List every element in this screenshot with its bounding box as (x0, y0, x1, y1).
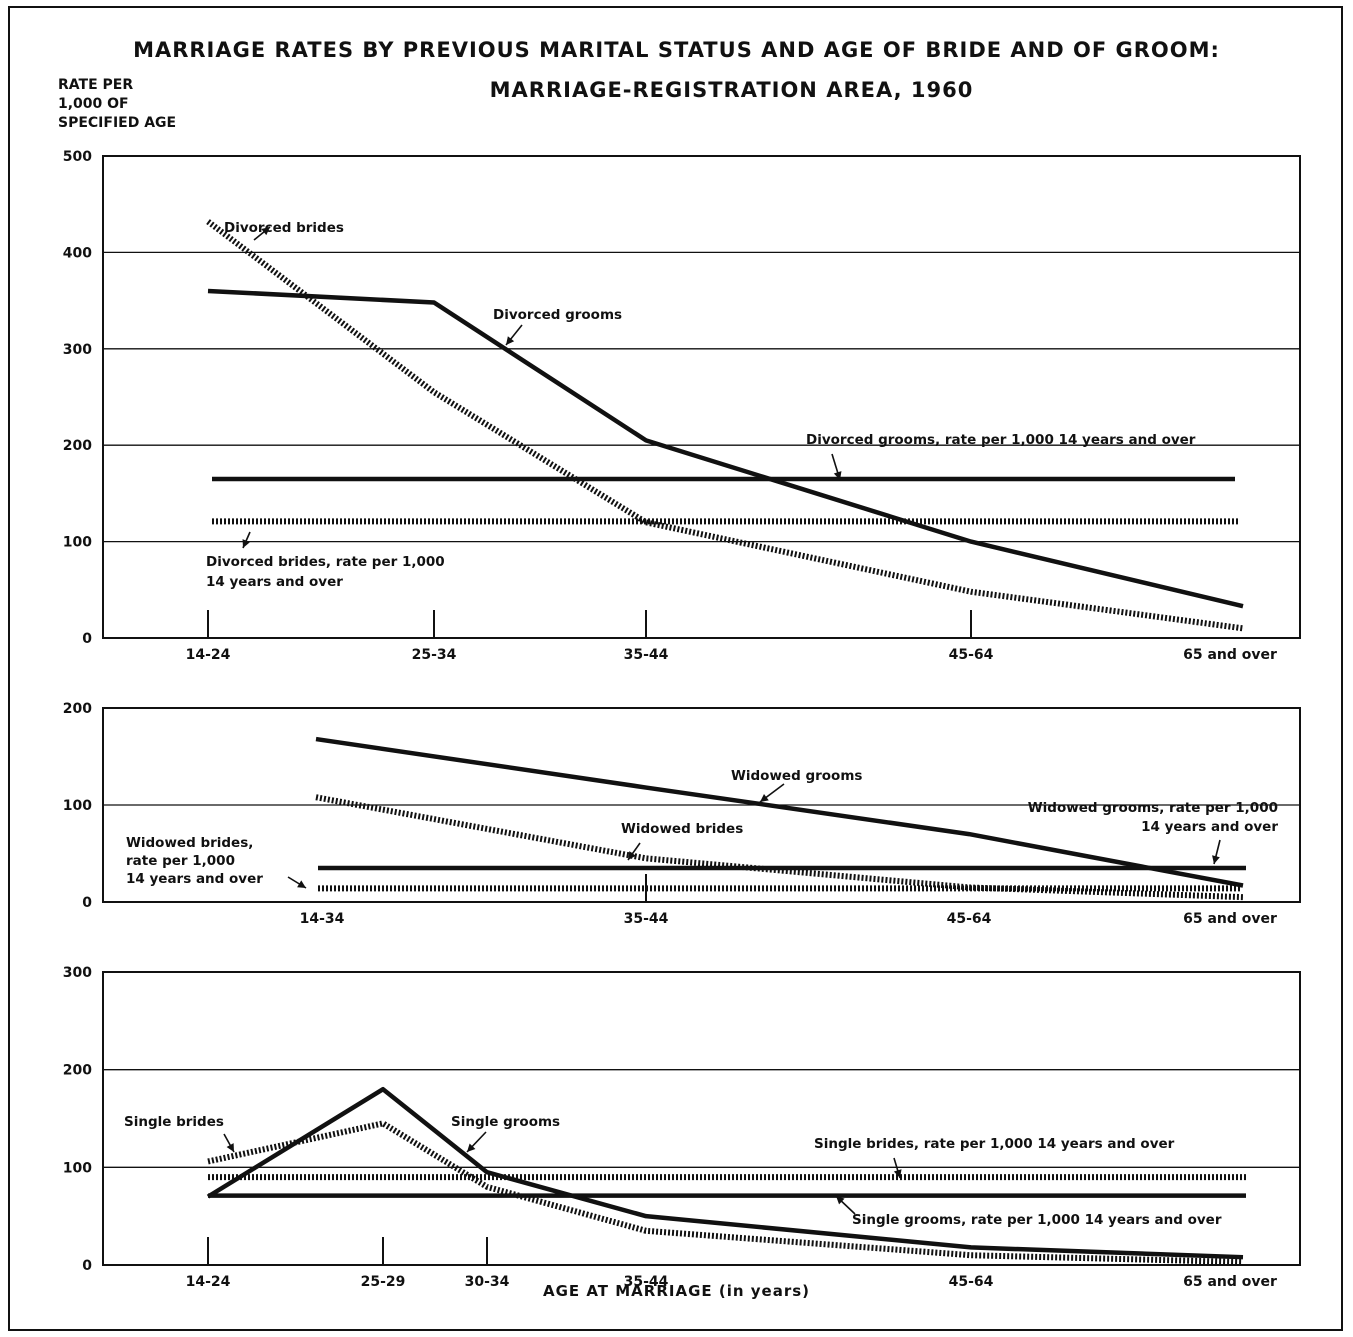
annotation-arrowhead (297, 880, 306, 888)
annotation-arrowhead (833, 471, 842, 480)
series-single-grooms (206, 1086, 1244, 1260)
series-divorced-brides (206, 219, 1244, 632)
annotation-arrowhead (628, 851, 636, 860)
y-tick-label: 500 (63, 149, 92, 165)
y-tick-label: 300 (63, 965, 92, 981)
annotation-label: 14 years and over (206, 574, 343, 590)
annotation-arrowhead (261, 227, 270, 236)
annotation-label: Widowed grooms (731, 768, 862, 784)
annotation-arrowhead (242, 539, 250, 548)
series-single-brides (207, 1120, 1244, 1266)
plot-area (102, 155, 1301, 639)
y-tick-label: 0 (82, 1258, 92, 1274)
y-tick-label: 400 (63, 245, 92, 261)
y-tick-label: 200 (63, 438, 92, 454)
x-tick-label: 45-64 (949, 647, 994, 663)
x-tick-label: 14-34 (300, 911, 345, 927)
panel-single: 0 100 200 300 14-24 25-29 30-34 35-44 45-64 65 an… (63, 965, 1301, 1290)
plot-area (102, 971, 1301, 1266)
annotation-label: Divorced grooms, rate per 1,000 14 years… (806, 432, 1196, 448)
y-tick-label: 100 (63, 535, 92, 551)
annotation-arrowhead (226, 1143, 234, 1152)
annotation-label: Divorced brides (224, 220, 344, 236)
x-tick-label: 35-44 (624, 647, 669, 663)
annotation-arrowhead (1212, 855, 1220, 864)
chart-title-line-1: MARRIAGE RATES BY PREVIOUS MARITAL STATU… (133, 38, 1220, 62)
y-tick-label: 200 (63, 1063, 92, 1079)
annotation-label: 14 years and over (1141, 819, 1278, 835)
annotation-label: Single brides (124, 1114, 224, 1130)
annotation-label: Single grooms (451, 1114, 560, 1130)
x-tick-label: 35-44 (624, 911, 669, 927)
panel-widowed: 0 100 200 14-34 35-44 45-64 65 and over Widowed… (63, 701, 1301, 927)
annotation-label: Divorced grooms (493, 307, 622, 323)
annotation-label: rate per 1,000 (126, 853, 235, 869)
annotation-label: Single grooms, rate per 1,000 14 years a… (852, 1212, 1222, 1228)
x-tick-label: 30-34 (465, 1274, 510, 1290)
annotation-arrowhead (506, 336, 515, 345)
y-tick-label: 0 (82, 631, 92, 647)
panel-divorced: 0 100 200 300 400 500 14-24 25-34 35-44 45-64 65 a… (63, 149, 1301, 663)
chart-title-line-2: MARRIAGE-REGISTRATION AREA, 1960 (489, 78, 974, 102)
y-tick-label: 200 (63, 701, 92, 717)
x-tick-label: 65 and over (1183, 647, 1277, 663)
y-tick-label: 100 (63, 1160, 92, 1176)
annotation-arrowhead (760, 794, 769, 802)
annotation-arrowhead (836, 1196, 845, 1205)
x-tick-label: 35-44 (624, 1274, 669, 1290)
x-axis-title: AGE AT MARRIAGE (in years) (542, 1282, 811, 1300)
x-tick-label: 14-24 (186, 1274, 231, 1290)
x-tick-label: 25-34 (412, 647, 457, 663)
annotation-arrowhead (893, 1169, 902, 1178)
x-tick-label: 65 and over (1183, 911, 1277, 927)
annotation-label: Widowed grooms, rate per 1,000 (1028, 800, 1278, 816)
annotation-arrowhead (467, 1143, 476, 1152)
y-tick-label: 100 (63, 798, 92, 814)
series-widowed-grooms (315, 736, 1244, 888)
y-axis-label: RATE PER 1,000 OF SPECIFIED AGE (58, 77, 177, 131)
annotation-label: 14 years and over (126, 871, 263, 887)
y-tick-label: 300 (63, 342, 92, 358)
annotation-label: Divorced brides, rate per 1,000 (206, 554, 445, 570)
x-tick-label: 45-64 (947, 911, 992, 927)
figure-frame (8, 6, 1343, 1331)
x-tick-label: 65 and over (1183, 1274, 1277, 1290)
annotation-label: Widowed brides, (126, 835, 253, 851)
series-widowed-brides (315, 794, 1244, 901)
x-tick-label: 25-29 (361, 1274, 406, 1290)
x-tick-label: 14-24 (186, 647, 231, 663)
annotation-label: Widowed brides (621, 821, 743, 837)
x-tick-label: 45-64 (949, 1274, 994, 1290)
y-tick-label: 0 (82, 895, 92, 911)
annotation-label: Single brides, rate per 1,000 14 years a… (814, 1136, 1175, 1152)
